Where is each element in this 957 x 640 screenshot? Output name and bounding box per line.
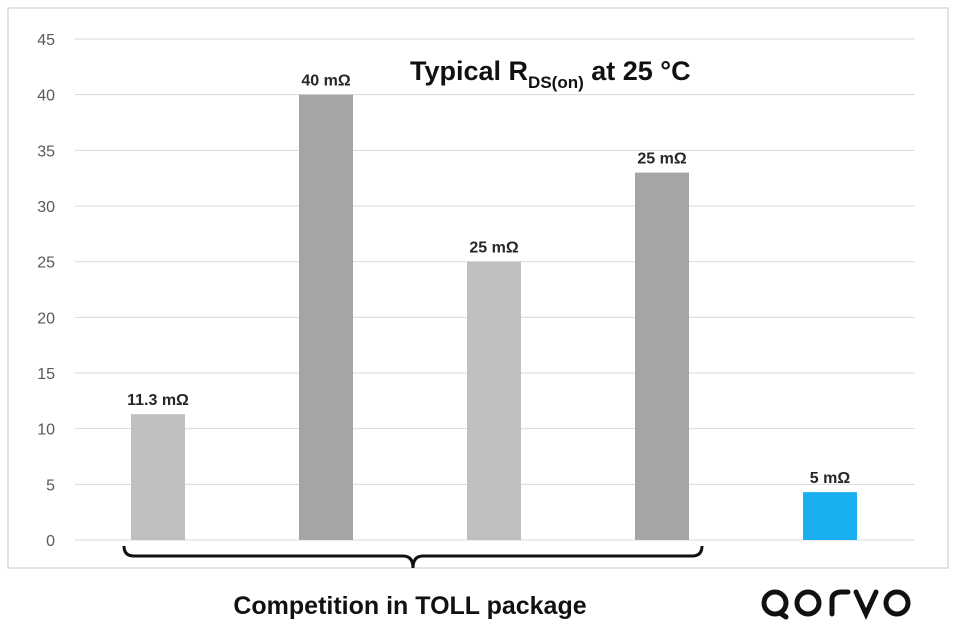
competition-bracket: [122, 545, 704, 569]
data-label: 5 mΩ: [810, 470, 851, 487]
bar: [131, 414, 185, 540]
data-label: 11.3 mΩ: [127, 392, 189, 409]
bar: [299, 94, 353, 541]
chart-frame: [7, 7, 949, 569]
y-tick-label: 40: [37, 88, 55, 105]
qorvo-logo: [761, 589, 911, 621]
y-tick-label: 35: [37, 143, 55, 160]
y-tick-label: 20: [37, 310, 55, 327]
chart-title: Typical RDS(on) at 25 °C: [410, 56, 691, 92]
bar: [635, 172, 689, 540]
y-tick-label: 5: [46, 477, 55, 494]
y-tick-label: 15: [37, 366, 55, 383]
y-tick-label: 25: [37, 255, 55, 272]
data-label: 40 mΩ: [301, 73, 350, 90]
data-label: 25 mΩ: [637, 151, 686, 168]
data-label: 25 mΩ: [469, 240, 518, 257]
bar: [803, 492, 857, 540]
bar: [467, 261, 521, 540]
competition-label: Competition in TOLL package: [233, 592, 586, 620]
y-tick-label: 0: [46, 533, 55, 550]
y-tick-label: 45: [37, 32, 55, 49]
y-tick-label: 10: [37, 422, 55, 439]
y-tick-label: 30: [37, 199, 55, 216]
